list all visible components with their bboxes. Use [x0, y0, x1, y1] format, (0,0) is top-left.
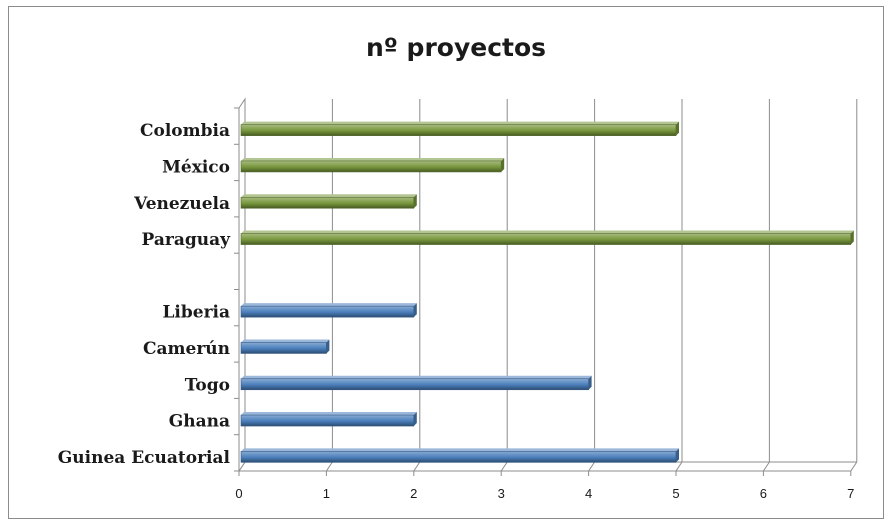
category-label: Camerún	[143, 339, 230, 359]
bar-top-face	[241, 157, 505, 161]
x-tick-label: 0	[235, 486, 242, 501]
bar	[240, 305, 415, 318]
bar-chart: nº proyectos Colombia México Venezuela Para…	[58, 33, 858, 501]
category-label: México	[162, 157, 230, 177]
chart-title: nº proyectos	[366, 33, 546, 62]
x-tick-labels: 0 1 2 3 4 5 6 7	[235, 486, 854, 501]
x-tick-label: 7	[847, 486, 854, 501]
bar-end-cap	[413, 303, 417, 318]
bar-end-cap	[588, 375, 592, 390]
bar	[240, 451, 677, 463]
x-tick-label: 4	[585, 486, 592, 501]
floor-gridline	[588, 461, 596, 472]
floor-gridline	[325, 461, 333, 472]
bar-end-cap	[676, 448, 679, 463]
bar-top-face	[241, 230, 854, 234]
bar-end-cap	[501, 157, 505, 172]
floor-gridline	[500, 461, 508, 472]
category-label: Colombia	[140, 121, 230, 141]
bar	[240, 160, 502, 173]
bar-top-face	[241, 194, 417, 198]
bar-top-face	[241, 375, 592, 379]
bar	[240, 342, 327, 354]
floor-gridline	[675, 461, 683, 472]
bar-top-face	[241, 121, 679, 125]
category-label: Guinea Ecuatorial	[58, 448, 231, 468]
x-tick-label: 1	[323, 486, 330, 501]
bar-end-cap	[413, 194, 417, 209]
bar-end-cap	[413, 412, 417, 427]
floor-gridline	[850, 461, 858, 472]
bar-end-cap	[676, 121, 679, 136]
category-label: Ghana	[169, 412, 230, 432]
bar-end-cap	[850, 230, 854, 245]
category-label: Venezuela	[133, 194, 230, 214]
category-labels: Colombia México Venezuela Paraguay Liberia Ca…	[58, 121, 231, 468]
floor-gridline	[762, 461, 770, 472]
floor-gridline	[413, 461, 421, 472]
bar-top-face	[241, 412, 417, 416]
category-label: Togo	[185, 375, 230, 395]
bar	[240, 378, 589, 391]
bar	[240, 233, 852, 245]
bar-top-face	[241, 303, 417, 307]
x-tick-label: 5	[672, 486, 679, 501]
bar-end-cap	[326, 339, 330, 354]
x-tick-label: 6	[760, 486, 767, 501]
bar-top-face	[241, 339, 330, 343]
bars	[240, 121, 854, 463]
category-label: Paraguay	[142, 230, 232, 250]
category-label: Liberia	[162, 303, 230, 323]
chart-frame: nº proyectos Colombia México Venezuela Para…	[8, 6, 884, 519]
x-tick-label: 2	[410, 486, 417, 501]
x-tick-label: 3	[498, 486, 505, 501]
bar-top-face	[241, 448, 679, 452]
bar	[240, 124, 677, 136]
bar	[240, 196, 415, 209]
bar	[240, 414, 415, 427]
